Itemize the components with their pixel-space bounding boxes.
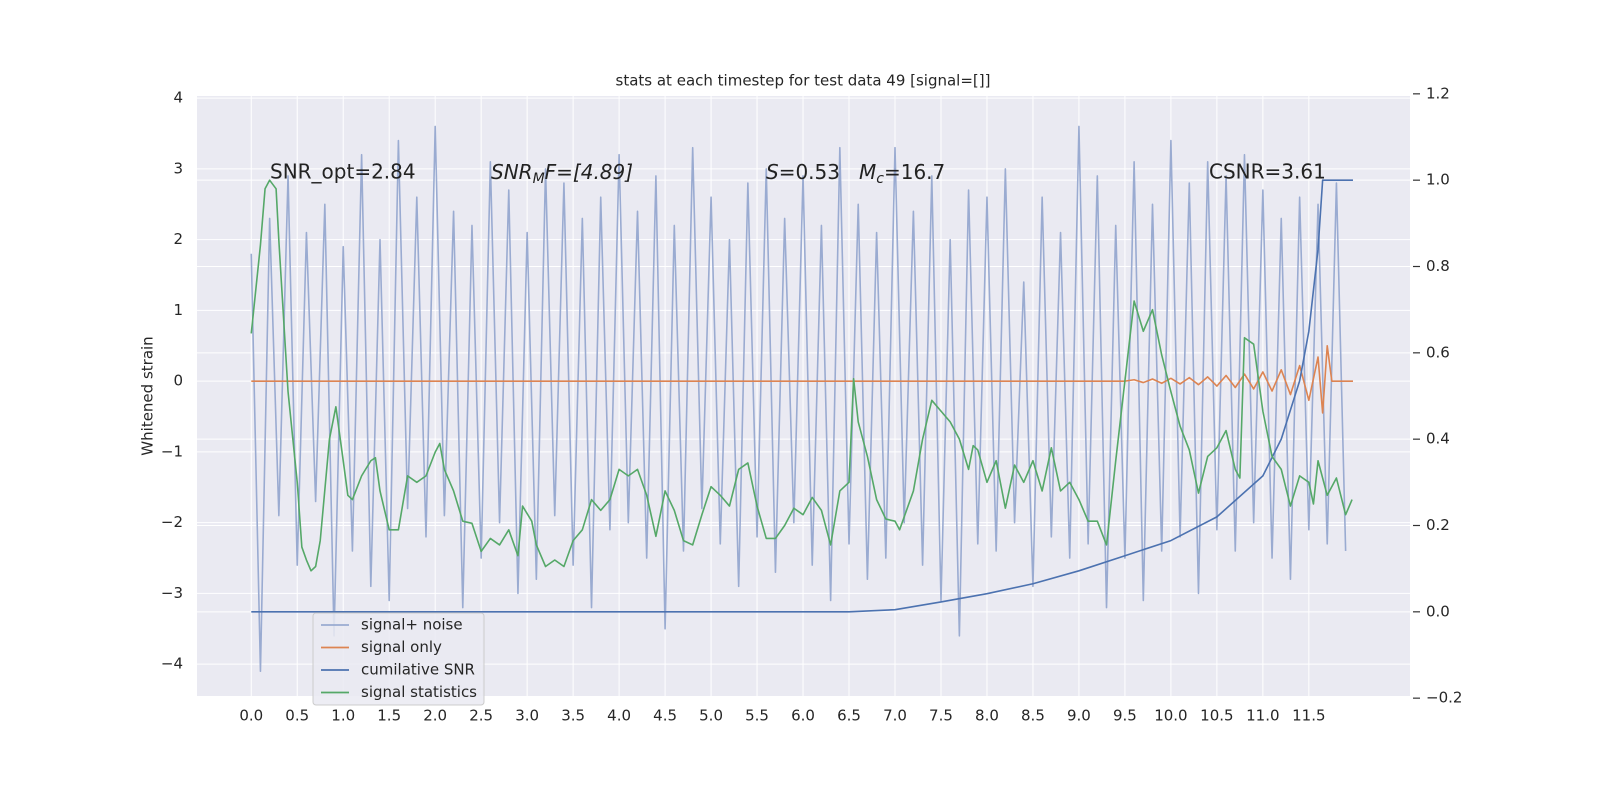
axes: 0.0 0.5 1.0 1.5 2.0 2.5 3.0 3.5 4.0 4.5 5.0 5.5 6.0 6… <box>161 84 1463 724</box>
y-axis-label: Whitened strain <box>139 336 157 455</box>
y2-tick-label: 0.4 <box>1426 430 1450 448</box>
annotation-part: F=[4.89] <box>545 160 633 184</box>
y-tick-label: −1 <box>161 442 183 460</box>
y-tick-label: −2 <box>161 513 183 531</box>
y2-tick-label: 1.0 <box>1426 171 1450 189</box>
x-tick-label: 5.0 <box>699 707 723 725</box>
marks <box>250 125 1353 673</box>
y2-tick-label: 0.6 <box>1426 343 1450 361</box>
annotation-part: M <box>859 160 876 184</box>
legend-box <box>312 612 485 706</box>
y2-tick-label: −0.2 <box>1426 689 1462 707</box>
x-tick-label: 0.5 <box>285 707 309 725</box>
x-tick-label: 9.0 <box>1067 707 1091 725</box>
annotation: SNRMF=[4.89] <box>491 160 633 188</box>
legend: signal+ noise signal only cumilative SNR si… <box>312 612 485 706</box>
y2-tick-label: 0.8 <box>1426 257 1450 275</box>
x-tick-label: 3.0 <box>515 707 539 725</box>
series-line <box>250 125 1347 673</box>
x-tick-label: 1.5 <box>377 707 401 725</box>
x-tick-label: 0.0 <box>239 707 263 725</box>
x-tick-label: 6.0 <box>791 707 815 725</box>
series-line <box>251 344 1353 414</box>
x-tick-label: 9.5 <box>1113 707 1137 725</box>
x-tick-label: 4.0 <box>607 707 631 725</box>
legend-label: cumilative SNR <box>361 661 475 679</box>
y-tick-label: 4 <box>173 89 183 107</box>
x-tick-label: 2.5 <box>469 707 493 725</box>
y-tick-label: 1 <box>173 301 183 319</box>
x-tick-label: 2.0 <box>423 707 447 725</box>
x-tick-label: 10.5 <box>1200 707 1233 725</box>
y2-tick-label: 1.2 <box>1426 84 1450 102</box>
annotation: Mc=16.7 <box>859 160 945 188</box>
annotation: SNR_opt=2.84 <box>270 160 416 184</box>
x-tick-label: 4.5 <box>653 707 677 725</box>
annotation-part: c <box>876 171 884 187</box>
y2-tick-label: 0.2 <box>1426 516 1450 534</box>
legend-label: signal statistics <box>361 683 477 701</box>
x-tick-label: 3.5 <box>561 707 585 725</box>
annotation: CSNR=3.61 <box>1209 160 1326 184</box>
y-tick-label: 0 <box>173 372 183 390</box>
series-line <box>250 179 1353 572</box>
annotation-part: =16.7 <box>884 160 945 184</box>
annotation-part: M <box>533 171 545 187</box>
x-tick-label: 7.5 <box>929 707 953 725</box>
legend-label: signal only <box>361 638 442 656</box>
x-tick-label: 10.0 <box>1154 707 1187 725</box>
x-tick-label: 1.0 <box>331 707 355 725</box>
x-tick-label: 8.5 <box>1021 707 1045 725</box>
annotation-part: S <box>766 160 779 184</box>
chart-title: stats at each timestep for test data 49 … <box>616 72 991 90</box>
x-tick-label: 11.5 <box>1292 707 1325 725</box>
annotation-part: SNR <box>491 160 533 184</box>
grid <box>197 93 1410 699</box>
annotation-part: =0.53 <box>779 160 840 184</box>
x-tick-label: 7.0 <box>883 707 907 725</box>
x-tick-label: 5.5 <box>745 707 769 725</box>
x-tick-label: 8.0 <box>975 707 999 725</box>
y-tick-label: 2 <box>173 230 183 248</box>
legend-label: signal+ noise <box>361 616 463 634</box>
y-tick-label: 3 <box>173 159 183 177</box>
y-tick-label: −3 <box>161 584 183 602</box>
x-tick-label: 11.0 <box>1246 707 1279 725</box>
annotation: S=0.53 <box>766 160 840 184</box>
x-tick-label: 6.5 <box>837 707 861 725</box>
series-line <box>251 179 1353 613</box>
y2-tick-label: 0.0 <box>1426 602 1450 620</box>
y-tick-label: −4 <box>161 655 183 673</box>
